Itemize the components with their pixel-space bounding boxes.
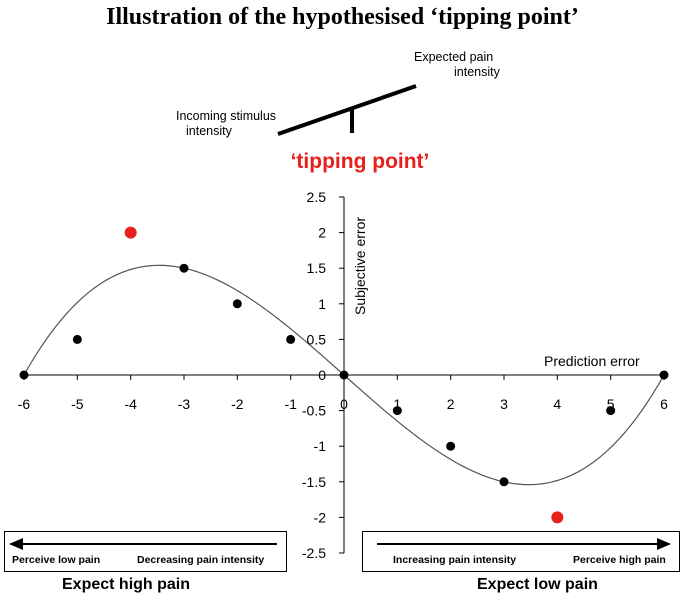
- figure-title: Illustration of the hypothesised ‘tippin…: [106, 4, 579, 30]
- y-tick-label: 1.5: [307, 260, 327, 276]
- x-tick-label: 5: [607, 396, 615, 412]
- highlight-point: [551, 511, 564, 524]
- data-point: [286, 334, 296, 344]
- y-tick-label: 0: [318, 367, 326, 383]
- y-tick-label: 1: [318, 296, 326, 312]
- y-tick-label: 2: [318, 225, 326, 241]
- y-tick-labels: 2.5 2 1.5 1 0.5 0 -0.5 -1 -1.5 -2 -2.5: [302, 189, 326, 561]
- left-box-text-right: Decreasing pain intensity: [137, 554, 265, 566]
- y-tick-label: -1: [314, 438, 327, 454]
- x-tick-label: -4: [124, 396, 137, 412]
- data-points: [19, 226, 669, 524]
- x-tick-label: 6: [660, 396, 668, 412]
- y-axis-label: Subjective error: [352, 217, 368, 315]
- x-tick-label: -3: [178, 396, 191, 412]
- seesaw-right-label: Expected pain intensity: [414, 50, 500, 80]
- data-point: [19, 370, 29, 380]
- seesaw-left-label-line1: Incoming stimulus: [176, 109, 277, 123]
- data-point: [232, 299, 242, 309]
- x-tick-label: -2: [231, 396, 244, 412]
- y-tick-label: 2.5: [307, 189, 327, 205]
- data-point: [659, 370, 669, 380]
- data-point: [606, 406, 616, 416]
- data-point: [339, 370, 349, 380]
- seesaw-right-label-line2: intensity: [454, 65, 500, 79]
- x-tick-label: -1: [284, 396, 297, 412]
- right-explanation-box: Increasing pain intensity Perceive high …: [362, 531, 680, 572]
- seesaw-left-label: Incoming stimulus intensity: [176, 109, 276, 139]
- y-tick-label: 0.5: [307, 331, 327, 347]
- right-box-caption: Expect low pain: [477, 576, 598, 593]
- y-tick-label: -1.5: [302, 474, 326, 490]
- tipping-point-label: ‘tipping point’: [290, 150, 430, 173]
- highlight-point: [124, 226, 137, 239]
- left-arrow-line: [21, 543, 277, 545]
- right-arrow-line: [377, 543, 659, 545]
- left-box-caption: Expect high pain: [62, 576, 191, 593]
- left-arrow-head: [9, 538, 23, 550]
- x-axis-label: Prediction error: [544, 353, 640, 369]
- right-box-text-left: Increasing pain intensity: [393, 554, 517, 566]
- right-box-text-right: Perceive high pain: [573, 554, 666, 566]
- x-tick-label: 3: [500, 396, 508, 412]
- x-tick-label: 0: [340, 396, 348, 412]
- y-tick-label: -2: [314, 509, 327, 525]
- data-point: [446, 441, 456, 451]
- data-point: [72, 334, 82, 344]
- x-tick-label: 4: [553, 396, 561, 412]
- y-tick-label: -2.5: [302, 545, 326, 561]
- right-arrow-head: [657, 538, 671, 550]
- seesaw-beam: [277, 84, 417, 136]
- seesaw-right-label-line1: Expected pain: [414, 50, 494, 64]
- seesaw-left-label-line2: intensity: [186, 124, 232, 138]
- data-point: [499, 477, 509, 487]
- data-point: [179, 263, 189, 273]
- y-tick-label: -0.5: [302, 403, 326, 419]
- x-tick-label: -6: [18, 396, 31, 412]
- x-tick-label: 2: [447, 396, 455, 412]
- x-tick-labels: -6 -5 -4 -3 -2 -1 0 1 2 3 4 5 6: [18, 396, 668, 412]
- x-tick-label: -5: [71, 396, 84, 412]
- x-tick-label: 1: [393, 396, 401, 412]
- data-point: [392, 406, 402, 416]
- left-box-text-left: Perceive low pain: [12, 554, 101, 566]
- left-explanation-box: Perceive low pain Decreasing pain intens…: [4, 531, 287, 572]
